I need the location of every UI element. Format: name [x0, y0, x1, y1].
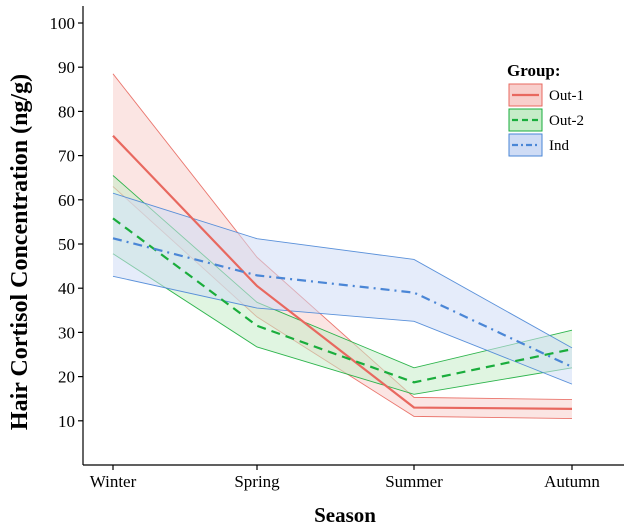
band-upper-ind — [112, 192, 573, 349]
x-ticks: Winter Spring Summer Autumn — [90, 465, 600, 491]
x-tick-label: Spring — [234, 472, 280, 491]
y-tick-label: 70 — [58, 147, 75, 166]
line-out-1 — [112, 134, 573, 410]
x-tick-label: Autumn — [544, 472, 600, 491]
y-axis-title: Hair Cortisol Concentration (ng/g) — [7, 74, 33, 430]
legend-key-box — [508, 133, 543, 157]
y-tick-label: 40 — [58, 279, 75, 298]
y-tick-label: 60 — [58, 191, 75, 210]
line-ind — [112, 237, 573, 368]
legend-item-out-2: Out-2 — [508, 108, 584, 132]
band-ind — [113, 193, 572, 385]
legend-item-ind: Ind — [508, 133, 569, 157]
legend-items: Out-1 Out-2 Ind — [508, 83, 584, 157]
band-upper-out-1 — [112, 73, 573, 401]
legend-label: Out-1 — [549, 88, 584, 104]
x-axis-title: Season — [314, 503, 376, 526]
y-tick-label: 90 — [58, 58, 75, 77]
band-lower-ind — [112, 275, 573, 385]
y-tick-label: 50 — [58, 235, 75, 254]
band-lower-out-2 — [112, 253, 573, 395]
confidence-bands — [112, 73, 573, 420]
y-tick-label: 100 — [50, 14, 76, 33]
line-out-2 — [112, 217, 573, 384]
legend-label: Out-2 — [549, 113, 584, 129]
y-tick-label: 30 — [58, 323, 75, 342]
legend: Group: Out-1 Out-2 Ind — [507, 61, 584, 157]
y-tick-label: 10 — [58, 412, 75, 431]
legend-item-out-1: Out-1 — [508, 83, 584, 107]
x-tick-label: Summer — [385, 472, 443, 491]
series-lines — [112, 134, 573, 410]
legend-label: Ind — [549, 138, 569, 154]
y-tick-label: 20 — [58, 368, 75, 387]
x-tick-label: Winter — [90, 472, 137, 491]
legend-title: Group: — [507, 61, 561, 80]
axes — [82, 6, 624, 466]
y-ticks: 10 20 30 40 50 60 70 80 90 100 — [50, 14, 83, 431]
y-tick-label: 80 — [58, 102, 75, 121]
